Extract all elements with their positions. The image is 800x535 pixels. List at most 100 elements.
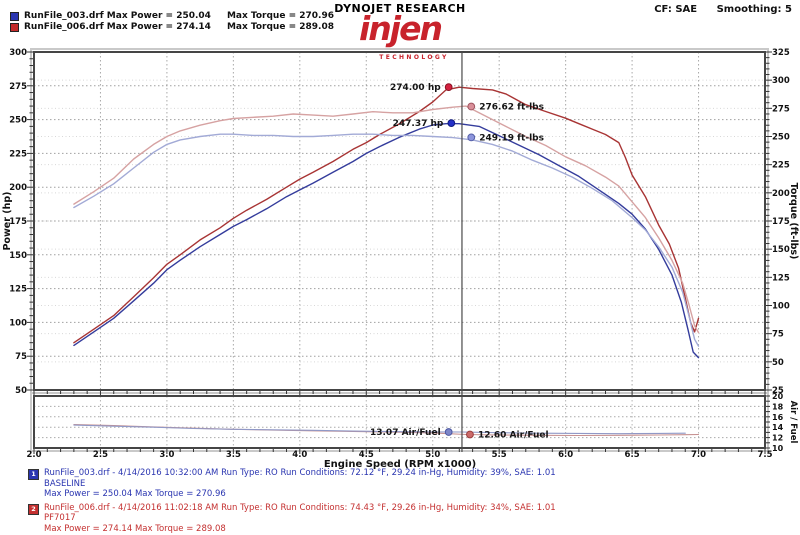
- torque-tick-label: 75: [772, 330, 784, 340]
- curve-torque: [73, 133, 700, 347]
- torque-tick-label: 50: [772, 358, 784, 368]
- power-tick-label: 50: [15, 386, 27, 396]
- curve-power: [73, 86, 700, 344]
- run-number-swatch: 1: [28, 469, 39, 480]
- cf-sae-label: CF: SAE: [654, 4, 698, 15]
- run-conditions-line: RunFile_003.drf - 4/14/2016 10:32:00 AM …: [44, 468, 556, 478]
- run-info-legend: 1 RunFile_003.drf - 4/14/2016 10:32:00 AM…: [28, 468, 556, 535]
- cursor-value-label: 274.00 hp: [390, 83, 441, 93]
- torque-tick-label: 150: [772, 245, 790, 255]
- run-info-entry: 1 RunFile_003.drf - 4/14/2016 10:32:00 AM…: [28, 468, 556, 500]
- rpm-tick-label: 2.0: [26, 450, 41, 460]
- top-legend-row: RunFile_003.drf Max Power = 250.04 Max To…: [10, 11, 334, 22]
- smoothing-label: Smoothing: 5: [716, 4, 792, 15]
- curve-power: [73, 122, 700, 359]
- cursor-value-dot: [467, 102, 476, 111]
- top-legend: RunFile_003.drf Max Power = 250.04 Max To…: [10, 11, 334, 33]
- run-color-swatch: [10, 23, 19, 32]
- x-axis-title: Engine Speed (RPM x1000): [324, 459, 476, 470]
- torque-tick-label: 125: [772, 273, 790, 283]
- torque-tick-label: 275: [772, 104, 790, 114]
- torque-tick-label: 325: [772, 48, 790, 58]
- rpm-tick-label: 3.5: [226, 450, 241, 460]
- af-tick-label: 20: [772, 392, 784, 401]
- af-tick-label: 10: [772, 444, 784, 453]
- torque-tick-label: 250: [772, 133, 790, 143]
- power-tick-label: 250: [9, 116, 27, 126]
- top-legend-row: RunFile_006.drf Max Power = 274.14 Max To…: [10, 22, 334, 33]
- main-panel-frame: [33, 51, 766, 391]
- torque-tick-label: 225: [772, 161, 790, 171]
- power-tick-label: 125: [9, 285, 27, 295]
- power-tick-label: 200: [9, 183, 27, 193]
- af-axis-title: Air / Fuel: [788, 401, 798, 444]
- power-tick-label: 100: [9, 318, 27, 328]
- run-color-swatch: [10, 12, 19, 21]
- torque-tick-label: 175: [772, 217, 790, 227]
- rpm-tick-label: 6.0: [558, 450, 573, 460]
- af-tick-label: 12: [772, 434, 783, 443]
- torque-tick-label: 25: [772, 386, 784, 396]
- rpm-tick-label: 4.5: [359, 450, 374, 460]
- dynojet-research-title: DYNOJET RESEARCH: [334, 2, 466, 15]
- af-panel-frame: [33, 395, 766, 449]
- run-number-swatch: 2: [28, 503, 39, 515]
- rpm-tick-label: 5.5: [492, 450, 507, 460]
- cursor-value-dot: [444, 83, 453, 92]
- cursor-value-dot: [466, 430, 474, 439]
- run-torque-label: Max Torque = 270.96: [226, 11, 334, 21]
- torque-axis-title: Torque (ft-lbs): [788, 183, 799, 260]
- run-torque-label: Max Torque = 289.08: [226, 22, 334, 32]
- power-tick-label: 275: [9, 82, 27, 92]
- brand: DYNOJET RESEARCH injen TECHNOLOGY: [300, 2, 500, 63]
- injen-logo-text: injen: [359, 9, 443, 48]
- cursor-value-dot: [447, 119, 456, 128]
- power-tick-label: 225: [9, 149, 27, 159]
- injen-logo: injen TECHNOLOGY: [300, 12, 500, 63]
- rpm-tick-label: 2.5: [93, 450, 108, 460]
- power-tick-label: 300: [9, 48, 27, 58]
- run-file-power-label: RunFile_006.drf Max Power = 274.14: [24, 22, 211, 32]
- value-gridlines: [34, 79, 765, 439]
- rpm-tick-label: 4.0: [292, 450, 307, 460]
- torque-tick-label: 300: [772, 76, 790, 86]
- cursor-value-label: 13.07 Air/Fuel: [370, 428, 441, 438]
- run-conditions-line: RunFile_006.drf - 4/14/2016 11:02:18 AM …: [44, 502, 556, 513]
- rpm-tick-label: 7.5: [757, 450, 772, 460]
- rpm-tick-label: 7.0: [691, 450, 706, 460]
- power-axis-title: Power (hp): [2, 192, 13, 251]
- run-max-line: Max Power = 250.04 Max Torque = 270.96: [44, 489, 226, 499]
- cursor-value-label: 247.37 hp: [393, 119, 444, 129]
- rpm-tick-label: 5.0: [425, 450, 440, 460]
- power-tick-label: 150: [9, 251, 27, 261]
- af-tick-label: 14: [772, 423, 784, 432]
- af-tick-label: 16: [772, 413, 784, 422]
- cursor-value-dot: [444, 428, 453, 436]
- run-max-line: Max Power = 274.14 Max Torque = 289.08: [44, 523, 226, 534]
- cursor-value-label: 276.62 ft-lbs: [479, 103, 544, 113]
- rpm-tick-label: 3.0: [159, 450, 174, 460]
- cursor-value-dot: [467, 133, 476, 142]
- torque-tick-label: 100: [772, 302, 790, 312]
- curve-torque: [73, 105, 700, 334]
- af-panel-bevel: [30, 392, 769, 452]
- run-note-line: BASELINE: [44, 478, 86, 489]
- rpm-gridlines: [99, 52, 700, 448]
- run-info-lines: RunFile_006.drf - 4/14/2016 11:02:18 AM …: [44, 503, 556, 535]
- cursor-value-label: 12.60 Air/Fuel: [478, 430, 549, 440]
- cursor-value-label: 249.19 ft-lbs: [479, 133, 544, 143]
- run-note-line: PF7017: [44, 513, 76, 523]
- run-info-entry: 2 RunFile_006.drf - 4/14/2016 11:02:18 AM…: [28, 503, 556, 535]
- power-tick-label: 75: [15, 352, 27, 362]
- axis-ticks: [27, 51, 772, 454]
- rpm-tick-label: 6.5: [625, 450, 640, 460]
- run-info-lines: RunFile_003.drf - 4/14/2016 10:32:00 AM …: [44, 468, 556, 500]
- torque-tick-label: 200: [772, 189, 790, 199]
- curve-af: [73, 424, 686, 435]
- power-tick-label: 175: [9, 217, 27, 227]
- correction-settings: CF: SAE Smoothing: 5: [654, 4, 792, 15]
- af-tick-label: 18: [772, 402, 784, 411]
- run-file-power-label: RunFile_003.drf Max Power = 250.04: [24, 11, 211, 21]
